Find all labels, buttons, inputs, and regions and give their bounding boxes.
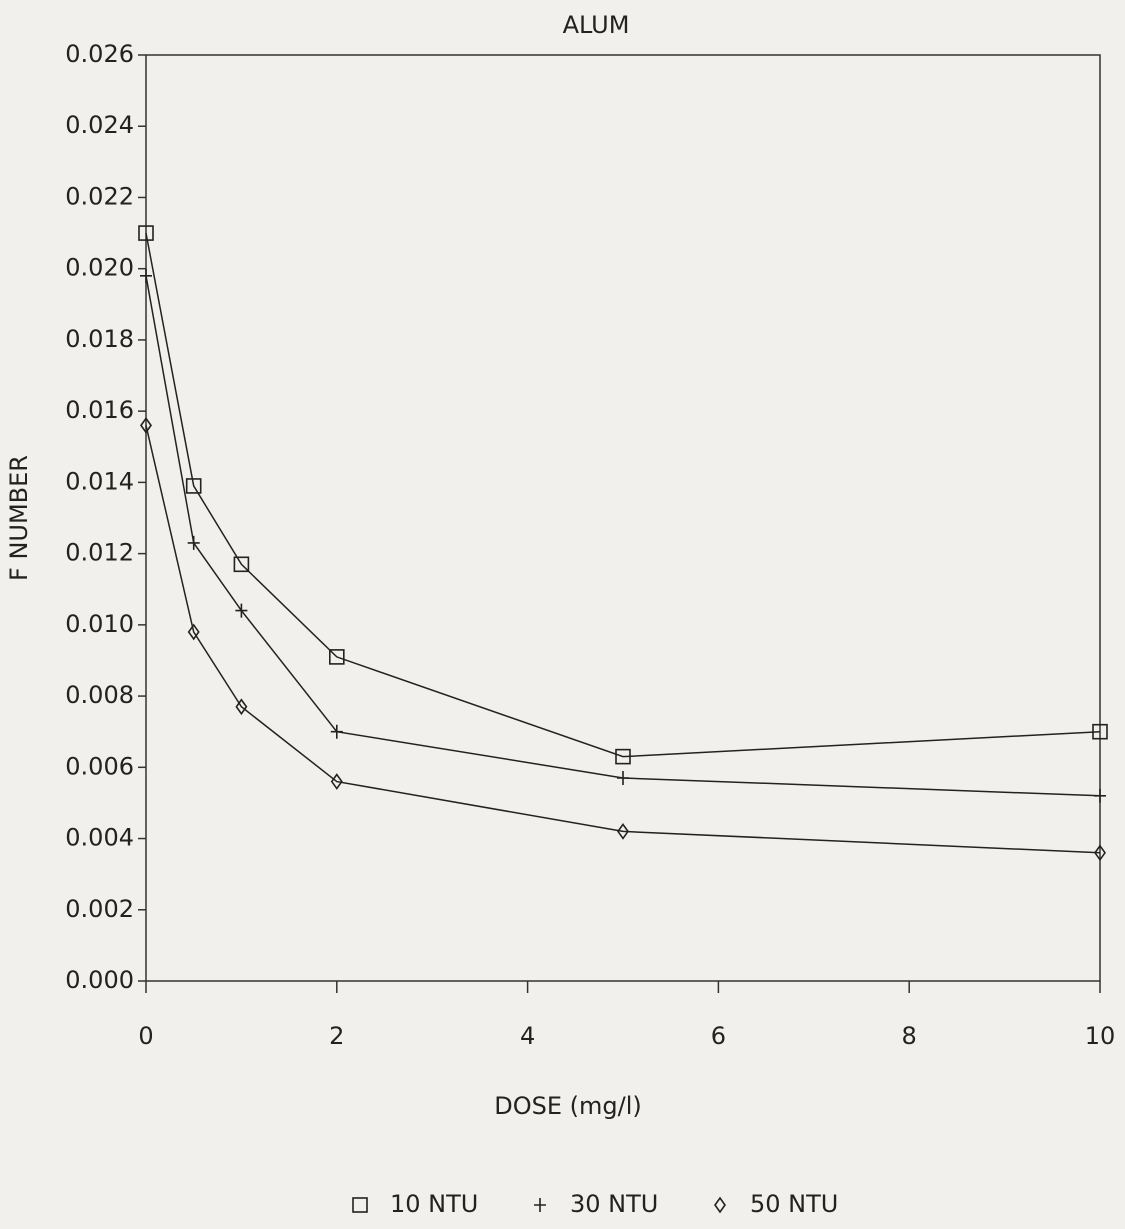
y-tick-label: 0.004 [65,824,134,852]
y-tick-label: 0.022 [65,182,134,210]
y-tick-label: 0.012 [65,539,134,567]
y-tick-label: 0.002 [65,895,134,923]
series-line [146,425,1100,852]
legend-label: 30 NTU [570,1190,658,1218]
x-tick-label: 0 [138,1022,153,1050]
series-line [146,233,1100,757]
y-axis-label: F NUMBER [5,455,33,581]
x-tick-label: 4 [520,1022,535,1050]
chart-title: ALUM [563,11,630,39]
legend-label: 50 NTU [750,1190,838,1218]
y-tick-label: 0.026 [65,40,134,68]
x-tick-label: 6 [711,1022,726,1050]
y-tick-label: 0.016 [65,396,134,424]
y-tick-label: 0.006 [65,752,134,780]
y-tick-label: 0.008 [65,681,134,709]
y-tick-label: 0.018 [65,325,134,353]
legend-marker [534,1198,546,1212]
y-tick-label: 0.014 [65,467,134,495]
y-tick-label: 0.010 [65,610,134,638]
marker [1094,789,1106,803]
series-line [146,276,1100,796]
marker [140,269,152,283]
chart: ALUM DOSE (mg/l) F NUMBER 0.000 0.002 0.00… [0,0,1125,1229]
legend-marker [715,1198,725,1212]
x-axis-label: DOSE (mg/l) [494,1092,642,1120]
x-tick-label: 10 [1085,1022,1116,1050]
x-tick-label: 8 [902,1022,917,1050]
y-tick-label: 0.024 [65,111,134,139]
x-tick-label: 2 [329,1022,344,1050]
y-tick-label: 0.000 [65,966,134,994]
marker [617,771,629,785]
legend-marker [353,1198,367,1212]
y-tick-label: 0.020 [65,254,134,282]
plot-frame [146,55,1100,981]
legend-label: 10 NTU [390,1190,478,1218]
